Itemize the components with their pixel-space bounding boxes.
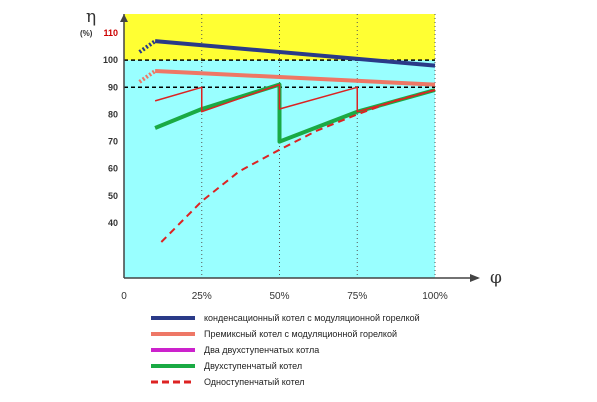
- legend-label: Премиксный котел с модуляционной горелко…: [204, 329, 397, 339]
- x-tick-label: 75%: [347, 291, 367, 302]
- legend-label: конденсационный котел с модуляционной го…: [204, 313, 420, 323]
- x-tick-label: 50%: [269, 291, 289, 302]
- legend-label: Одноступенчатый котел: [204, 377, 305, 387]
- series-line-0: [154, 39, 436, 68]
- y-axis-title: η: [86, 7, 96, 27]
- chart-ticks: 40 50 60 70 80 90 100 110 0 25% 50% 75% 100%: [103, 28, 448, 302]
- series-startup-0: [138, 39, 157, 54]
- legend-label: Два двухступенчатых котла: [204, 345, 319, 355]
- y-axis-unit: (%): [80, 29, 93, 38]
- chart-axes: [120, 14, 480, 282]
- y-tick-label: 60: [108, 164, 118, 174]
- x-axis-arrow: [470, 274, 480, 282]
- y-tick-label: 90: [108, 82, 118, 92]
- legend-label: Двухступенчатый котел: [204, 361, 302, 371]
- y-tick-label: 110: [103, 28, 118, 38]
- series-line-1: [155, 69, 436, 87]
- x-axis-title: φ: [490, 268, 502, 288]
- x-tick-label: 25%: [192, 291, 212, 302]
- x-tick-label: 0: [121, 291, 127, 302]
- x-tick-label: 100%: [422, 291, 448, 302]
- y-tick-label: 80: [108, 109, 118, 119]
- y-tick-label: 40: [108, 218, 118, 228]
- y-tick-label: 70: [108, 137, 118, 147]
- series-line-5: [154, 83, 436, 113]
- y-tick-label: 100: [103, 55, 118, 65]
- chart-series: [138, 39, 436, 243]
- y-axis-arrow: [120, 14, 128, 22]
- series-startup-1: [138, 69, 157, 84]
- chart-legend: конденсационный котел с модуляционной го…: [151, 313, 420, 387]
- y-tick-label: 50: [108, 191, 118, 201]
